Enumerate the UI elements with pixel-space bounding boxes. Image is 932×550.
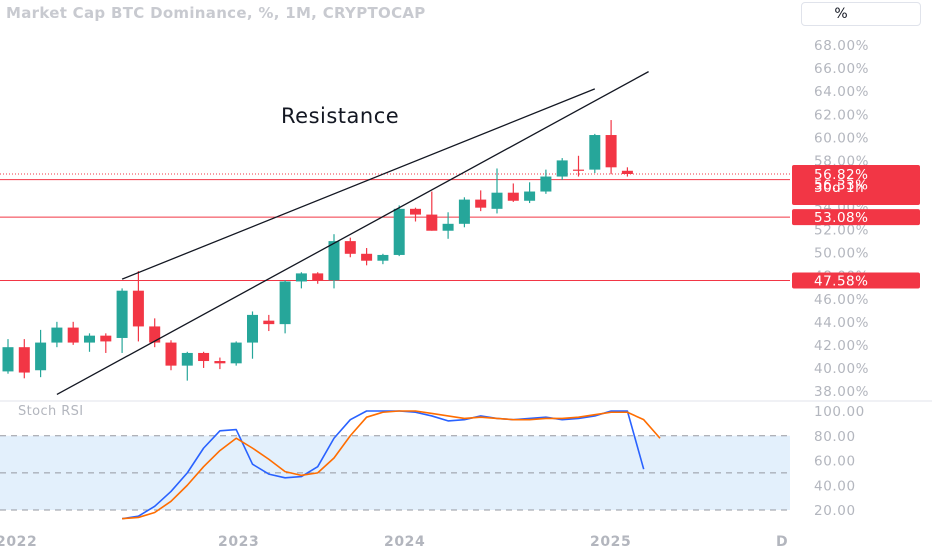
price-tick-label: 46.00% bbox=[814, 292, 869, 308]
candle-body-9 bbox=[149, 326, 161, 343]
percent-scale-button[interactable]: % bbox=[801, 2, 921, 26]
stoch-rsi-title: Stoch RSI bbox=[18, 404, 84, 419]
candle-body-5 bbox=[84, 335, 95, 343]
price-tick-label: 42.00% bbox=[814, 338, 869, 354]
candle-body-20 bbox=[328, 241, 340, 281]
upper-resistance-line bbox=[121, 88, 596, 280]
stoch-rsi-axis: 20.00 40.00 60.00 80.00 100.00 bbox=[814, 404, 865, 519]
level-badge-1 bbox=[792, 272, 920, 289]
price-tick-label: 64.00% bbox=[814, 84, 869, 100]
candle-body-32 bbox=[524, 191, 536, 201]
candle-body-25 bbox=[410, 208, 421, 215]
level-badge-0 bbox=[792, 209, 920, 226]
time-axis: 2022 2023 2024 2025 D bbox=[0, 534, 788, 550]
level-label-0: 53.08% bbox=[814, 210, 868, 226]
candle-body-26 bbox=[426, 214, 438, 231]
current-price-value: 56.82% bbox=[814, 167, 868, 183]
time-tick-label: 2025 bbox=[590, 534, 631, 550]
candle-body-21 bbox=[344, 241, 356, 254]
candle-body-10 bbox=[165, 342, 177, 366]
candle-body-8 bbox=[132, 290, 144, 327]
candle-body-23 bbox=[377, 254, 389, 261]
candles bbox=[2, 120, 633, 381]
price-tick-label: 44.00% bbox=[814, 315, 869, 331]
candle-body-15 bbox=[247, 314, 258, 343]
price-tick-label: 66.00% bbox=[814, 61, 869, 77]
candle-body-19 bbox=[312, 273, 324, 281]
candle-body-3 bbox=[51, 327, 63, 343]
candle-body-31 bbox=[507, 192, 519, 201]
candle-body-38 bbox=[621, 170, 633, 175]
candle-body-16 bbox=[263, 320, 275, 325]
price-tick-label: 60.00% bbox=[814, 130, 869, 146]
candle-body-37 bbox=[605, 135, 617, 168]
time-tick-label: 2024 bbox=[384, 534, 425, 550]
stoch-tick-label: 80.00 bbox=[814, 429, 856, 445]
candle-body-30 bbox=[491, 192, 503, 209]
stoch-tick-label: 100.00 bbox=[814, 404, 865, 420]
time-tick-label: 2023 bbox=[218, 534, 259, 550]
candle-body-34 bbox=[556, 160, 568, 177]
chart-title: Market Cap BTC Dominance, %, 1M, CRYPTOC… bbox=[6, 4, 426, 22]
candle-body-6 bbox=[100, 335, 112, 342]
candle-body-29 bbox=[475, 199, 487, 208]
bar-countdown: 30d 1h bbox=[814, 180, 864, 196]
candle-body-11 bbox=[181, 352, 193, 366]
price-badges: 56.82%30d 1h 53.08% 47.58% 56.33% bbox=[792, 165, 920, 290]
price-tick-label: 50.00% bbox=[814, 246, 869, 262]
stoch-tick-label: 60.00 bbox=[814, 454, 856, 470]
candle-body-18 bbox=[295, 273, 307, 282]
level-label-2: 56.33% bbox=[814, 178, 868, 194]
time-tick-label: 2022 bbox=[0, 534, 37, 550]
level-label-1: 47.58% bbox=[814, 274, 868, 290]
candle-body-0 bbox=[2, 347, 14, 372]
candle-body-13 bbox=[214, 361, 226, 364]
candle-body-17 bbox=[279, 281, 291, 325]
candle-body-4 bbox=[67, 327, 79, 343]
candle-body-35 bbox=[573, 169, 584, 171]
stoch-tick-label: 20.00 bbox=[814, 503, 856, 519]
time-tick-label: D bbox=[776, 534, 788, 550]
candle-body-1 bbox=[18, 347, 30, 373]
trendlines bbox=[56, 71, 649, 396]
candle-body-24 bbox=[393, 208, 405, 255]
candle-body-14 bbox=[230, 342, 242, 364]
price-tick-label: 62.00% bbox=[814, 107, 869, 123]
price-tick-label: 40.00% bbox=[814, 361, 869, 377]
price-tick-label: 68.00% bbox=[814, 38, 869, 54]
current-price-badge bbox=[792, 165, 920, 206]
stoch-tick-label: 40.00 bbox=[814, 478, 856, 494]
candle-body-7 bbox=[116, 290, 128, 338]
candle-body-33 bbox=[540, 176, 552, 192]
candle-body-36 bbox=[589, 135, 601, 170]
resistance-annotation: Resistance bbox=[281, 104, 399, 128]
candle-body-27 bbox=[442, 223, 454, 231]
price-tick-label: 52.00% bbox=[814, 223, 869, 239]
stoch-d-line bbox=[122, 410, 661, 520]
stoch-rsi-pane bbox=[0, 410, 790, 520]
candle-body-28 bbox=[458, 199, 470, 224]
candle-body-2 bbox=[35, 342, 47, 371]
candle-body-22 bbox=[361, 253, 373, 261]
oversold-overbought-band bbox=[0, 435, 790, 510]
lower-support-line bbox=[56, 71, 649, 396]
price-tick-label: 38.00% bbox=[814, 384, 869, 400]
candle-body-12 bbox=[198, 352, 210, 362]
